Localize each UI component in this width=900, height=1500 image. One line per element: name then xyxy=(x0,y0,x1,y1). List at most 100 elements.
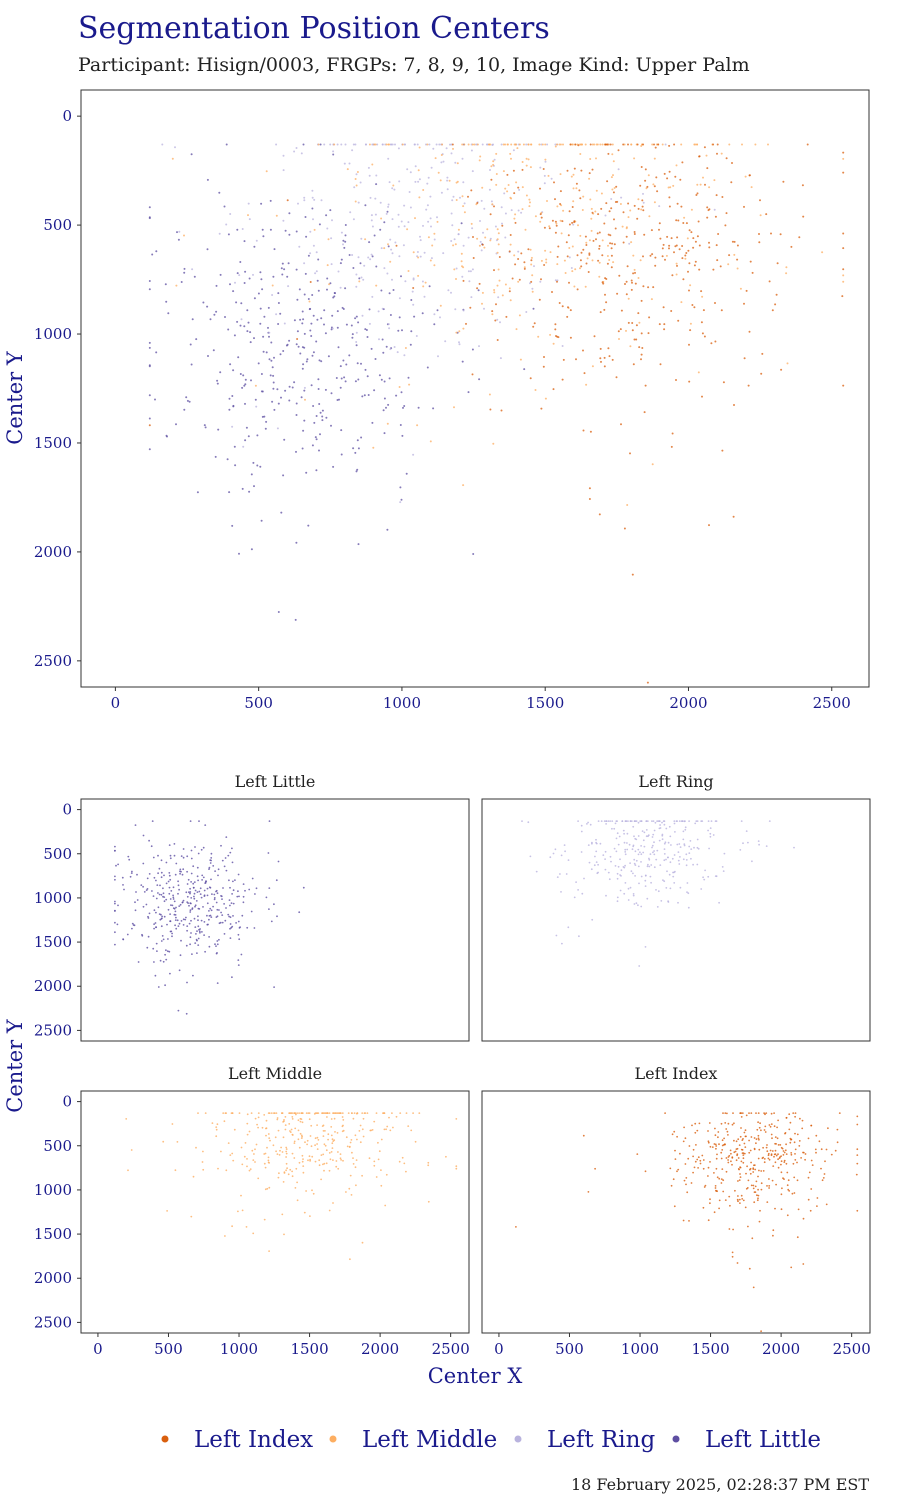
point-left-little xyxy=(202,846,205,849)
point-left-little xyxy=(188,904,190,907)
point-left-middle xyxy=(515,181,518,184)
point-left-middle xyxy=(268,1137,271,1139)
point-left-middle xyxy=(525,194,528,197)
point-left-ring xyxy=(303,386,306,389)
point-left-little xyxy=(357,321,360,324)
point-left-index xyxy=(655,176,658,179)
point-left-ring xyxy=(605,823,607,825)
point-left-index xyxy=(788,1113,791,1116)
point-left-middle xyxy=(623,143,626,146)
point-left-middle xyxy=(504,283,507,286)
point-left-index xyxy=(631,322,634,324)
point-left-index xyxy=(571,206,574,208)
point-left-little xyxy=(237,959,240,961)
point-left-middle xyxy=(513,217,516,220)
point-left-ring xyxy=(659,827,662,829)
point-left-middle xyxy=(403,1162,406,1165)
point-left-index xyxy=(748,330,751,333)
point-left-ring xyxy=(570,267,573,269)
point-left-index xyxy=(731,1163,733,1166)
point-left-ring xyxy=(478,345,480,348)
point-left-ring xyxy=(682,830,685,833)
point-left-middle xyxy=(227,1142,230,1144)
point-left-middle xyxy=(371,1129,374,1131)
point-left-index xyxy=(489,213,492,216)
point-left-ring xyxy=(489,237,492,240)
point-left-ring xyxy=(577,889,579,891)
point-left-index xyxy=(801,1127,804,1130)
point-left-ring xyxy=(709,835,712,838)
point-left-little xyxy=(432,407,435,410)
point-left-little xyxy=(197,944,200,946)
point-left-index xyxy=(783,1159,786,1162)
point-left-little xyxy=(280,511,283,514)
point-left-index xyxy=(551,219,554,222)
point-left-middle xyxy=(504,143,507,146)
point-left-little xyxy=(244,439,247,442)
point-left-little xyxy=(114,931,116,934)
point-left-index xyxy=(741,1198,744,1200)
point-left-middle xyxy=(555,222,558,225)
point-left-index xyxy=(757,1175,759,1178)
point-left-little xyxy=(295,268,298,271)
point-left-middle xyxy=(366,1112,369,1114)
point-left-index xyxy=(583,372,586,375)
point-left-index xyxy=(772,1229,775,1232)
point-left-index xyxy=(576,254,579,257)
point-left-index xyxy=(649,254,652,257)
point-left-little xyxy=(209,859,212,861)
point-left-ring xyxy=(352,143,355,146)
point-left-ring xyxy=(634,864,637,866)
point-left-middle xyxy=(559,143,562,146)
point-left-middle xyxy=(441,143,444,146)
point-left-middle xyxy=(355,1184,357,1187)
point-left-index xyxy=(794,1115,796,1118)
point-left-index xyxy=(796,1236,799,1239)
point-left-middle xyxy=(300,1134,303,1137)
point-left-little xyxy=(291,386,294,389)
point-left-little xyxy=(305,360,308,363)
point-left-middle xyxy=(216,1123,219,1126)
point-left-little xyxy=(265,420,268,423)
point-left-ring xyxy=(517,250,520,253)
point-left-ring xyxy=(659,824,661,826)
point-left-little xyxy=(277,302,280,304)
point-left-index xyxy=(775,1154,778,1157)
point-left-index xyxy=(481,243,484,246)
point-left-little xyxy=(311,444,314,447)
point-left-middle xyxy=(333,143,336,146)
point-left-ring xyxy=(453,238,456,241)
point-left-little xyxy=(417,406,420,409)
point-left-little xyxy=(192,882,195,885)
point-left-little xyxy=(270,359,273,362)
point-left-little xyxy=(157,854,159,857)
point-left-little xyxy=(185,944,188,947)
point-left-ring xyxy=(323,143,326,146)
point-left-ring xyxy=(409,206,412,209)
point-left-ring xyxy=(580,851,583,853)
point-left-index xyxy=(714,340,717,343)
point-left-middle xyxy=(554,145,557,148)
point-left-little xyxy=(171,935,173,938)
point-left-middle xyxy=(392,184,395,187)
point-left-middle xyxy=(589,198,592,201)
point-left-little xyxy=(129,875,132,878)
point-left-middle xyxy=(278,1154,281,1156)
point-left-middle xyxy=(501,294,504,297)
point-left-index xyxy=(739,1202,741,1204)
point-left-middle xyxy=(356,171,359,173)
point-left-index xyxy=(623,527,626,530)
point-left-index xyxy=(715,1167,718,1170)
point-left-index xyxy=(600,360,602,363)
point-left-ring xyxy=(619,874,621,876)
point-left-little xyxy=(218,191,221,194)
point-left-index xyxy=(691,1124,693,1127)
point-left-ring xyxy=(685,864,688,867)
point-left-little xyxy=(345,363,348,366)
point-left-middle xyxy=(544,249,547,252)
point-left-middle xyxy=(332,1140,335,1142)
point-left-middle xyxy=(639,259,642,262)
point-left-ring xyxy=(430,257,433,260)
point-left-index xyxy=(692,1171,694,1174)
point-left-index xyxy=(708,524,710,527)
